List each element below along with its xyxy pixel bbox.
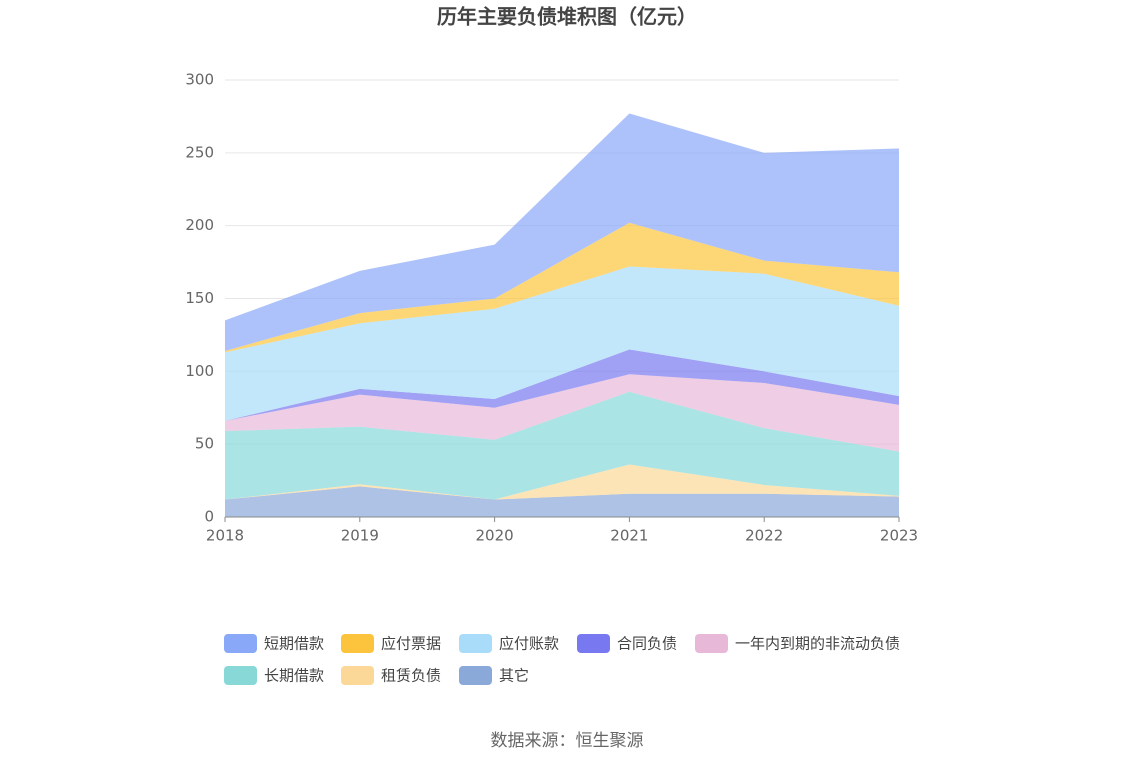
legend-swatch[interactable] — [459, 666, 492, 685]
area — [225, 374, 899, 452]
legend-label[interactable]: 合同负债 — [617, 635, 677, 653]
x-tick-label: 2019 — [341, 527, 379, 545]
legend-label[interactable]: 短期借款 — [264, 635, 324, 653]
x-tick-label: 2022 — [745, 527, 783, 545]
y-tick-label: 100 — [185, 362, 214, 380]
legend-label[interactable]: 应付票据 — [381, 635, 441, 653]
area — [225, 222, 899, 353]
area — [225, 391, 899, 500]
y-tick-label: 50 — [195, 435, 214, 453]
y-tick-label: 0 — [204, 508, 214, 526]
y-tick-label: 250 — [185, 143, 214, 161]
legend-label[interactable]: 租赁负债 — [381, 667, 441, 685]
area — [225, 113, 899, 351]
legend-label[interactable]: 一年内到期的非流动负债 — [735, 635, 900, 653]
y-tick-label: 300 — [185, 71, 214, 89]
x-tick-label: 2023 — [880, 527, 918, 545]
y-tick-label: 200 — [185, 216, 214, 234]
x-tick-label: 2021 — [610, 527, 648, 545]
chart-title: 历年主要负债堆积图（亿元） — [437, 5, 697, 29]
area — [225, 349, 899, 421]
legend-swatch[interactable] — [577, 634, 610, 653]
area — [225, 486, 899, 517]
legend-label[interactable]: 应付账款 — [499, 635, 559, 653]
legend-swatch[interactable] — [341, 666, 374, 685]
y-tick-label: 150 — [185, 289, 214, 307]
x-tick-label: 2018 — [206, 527, 244, 545]
legend-swatch[interactable] — [224, 666, 257, 685]
area — [225, 464, 899, 500]
x-tick-label: 2020 — [476, 527, 514, 545]
legend-label[interactable]: 其它 — [499, 667, 529, 685]
area — [225, 266, 899, 421]
legend-swatch[interactable] — [695, 634, 728, 653]
legend-label[interactable]: 长期借款 — [264, 667, 324, 685]
legend-swatch[interactable] — [459, 634, 492, 653]
legend-swatch[interactable] — [341, 634, 374, 653]
source-note: 数据来源：恒生聚源 — [491, 731, 644, 751]
legend-swatch[interactable] — [224, 634, 257, 653]
